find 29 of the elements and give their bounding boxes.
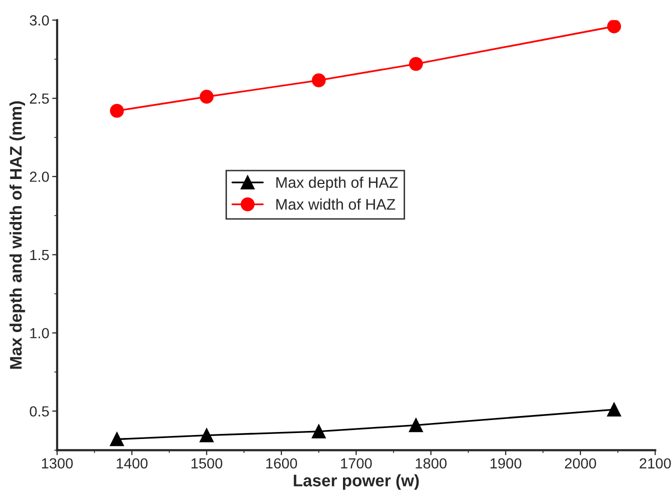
point xyxy=(110,104,124,118)
point xyxy=(409,418,423,432)
point xyxy=(110,432,124,446)
y-tick-label: 2.0 xyxy=(30,172,49,182)
y-tick-label: 3.0 xyxy=(30,15,49,26)
x-axis-title: Laser power (w) xyxy=(294,474,419,490)
point xyxy=(409,56,423,71)
x-tick-label: 1700 xyxy=(341,458,372,469)
x-tick-label: 2100 xyxy=(640,458,671,469)
x-tick-label: 1300 xyxy=(42,458,73,469)
x-tick-label: 1600 xyxy=(266,458,298,469)
y-tick-label: 1.0 xyxy=(30,328,49,338)
point xyxy=(312,73,326,88)
x-tick-label: 1400 xyxy=(116,458,148,469)
x-tick-label: 1800 xyxy=(416,458,447,469)
point xyxy=(607,402,622,416)
point xyxy=(312,424,326,438)
point xyxy=(607,20,622,34)
y-tick-label: 1.5 xyxy=(30,250,49,260)
point xyxy=(200,90,214,104)
y-axis-title: Max depth and width of HAZ (mm) xyxy=(10,101,26,369)
y-tick-label: 2.5 xyxy=(30,93,49,104)
legend-label: Max width of HAZ xyxy=(276,198,396,210)
point xyxy=(200,428,214,442)
x-tick-label: 2000 xyxy=(564,458,596,469)
x-tick-label: 1500 xyxy=(192,458,222,469)
y-tick-label: 0.5 xyxy=(30,406,49,417)
x-tick-label: 1900 xyxy=(490,458,522,469)
legend-label: Max depth of HAZ xyxy=(276,176,398,191)
